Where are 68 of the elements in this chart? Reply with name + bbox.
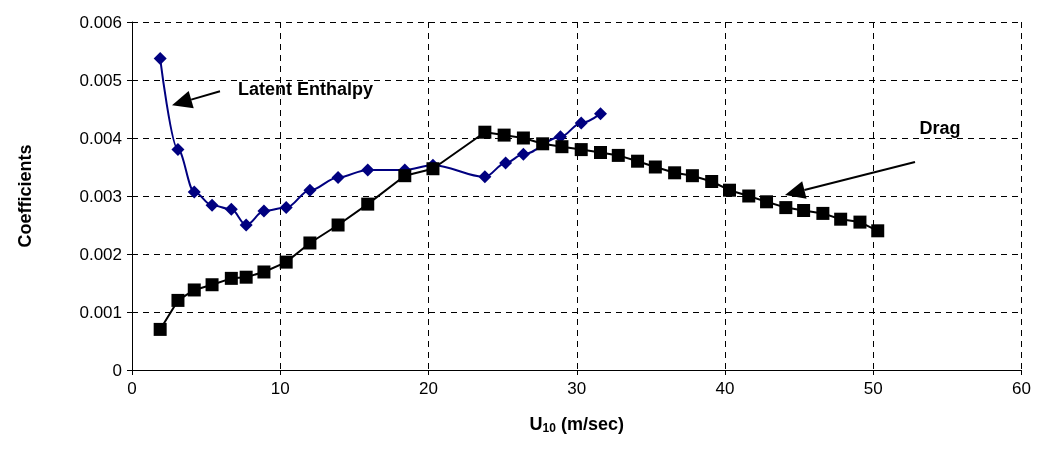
x-tick-label: 60 <box>1012 379 1032 398</box>
x-tick-label: 20 <box>419 379 438 398</box>
y-tick-label: 0.004 <box>79 128 122 148</box>
point <box>153 322 167 336</box>
point <box>742 189 756 203</box>
point <box>648 160 662 174</box>
point <box>497 128 511 142</box>
point <box>834 212 848 226</box>
point <box>224 202 238 216</box>
point <box>187 283 201 297</box>
point <box>205 198 219 212</box>
y-tick-label: 0.003 <box>79 186 122 206</box>
x-tick-label: 30 <box>567 379 587 398</box>
point <box>279 255 293 269</box>
x-tick-label: 50 <box>863 379 883 398</box>
y-tick-label: 0.005 <box>79 70 122 90</box>
point <box>361 197 375 211</box>
point <box>871 224 885 238</box>
point <box>760 195 774 209</box>
y-tick-label: 0.001 <box>79 302 122 322</box>
point <box>722 183 736 197</box>
point <box>499 156 513 170</box>
point <box>611 148 625 162</box>
y-tick-label: 0 <box>112 360 122 380</box>
point <box>779 201 793 215</box>
point <box>187 185 201 199</box>
point <box>224 271 238 285</box>
point <box>555 140 569 154</box>
point <box>398 169 412 183</box>
point <box>303 183 317 197</box>
point <box>153 52 167 66</box>
point <box>631 154 645 168</box>
point <box>668 166 682 180</box>
point <box>279 201 293 215</box>
y-tick-label: 0.006 <box>79 12 122 32</box>
point <box>331 218 345 232</box>
point <box>239 270 253 284</box>
point <box>331 170 345 184</box>
point <box>574 116 588 130</box>
point <box>257 204 271 218</box>
point <box>516 147 530 161</box>
point <box>239 218 253 232</box>
point <box>361 163 375 177</box>
point <box>171 143 185 157</box>
annotation: Latent Enthalpy <box>238 78 374 100</box>
point <box>853 215 867 229</box>
y-tick-label: 0.002 <box>79 244 122 264</box>
point <box>257 265 271 279</box>
point <box>171 293 185 307</box>
x-tick-label: 0 <box>127 379 137 398</box>
point <box>593 107 607 121</box>
point <box>685 169 699 183</box>
point <box>478 125 492 139</box>
x-tick-label: 10 <box>270 379 290 398</box>
point <box>705 175 719 188</box>
annotation: Drag <box>919 117 961 139</box>
point <box>797 204 811 217</box>
point <box>426 162 440 176</box>
point <box>478 170 492 184</box>
point <box>303 236 317 250</box>
point <box>593 146 607 159</box>
y-axis-title: Coefficients <box>15 144 35 248</box>
point <box>574 143 588 157</box>
point <box>816 206 830 220</box>
point <box>516 131 530 145</box>
point <box>536 137 550 151</box>
point <box>205 278 219 292</box>
x-tick-label: 40 <box>715 379 735 398</box>
